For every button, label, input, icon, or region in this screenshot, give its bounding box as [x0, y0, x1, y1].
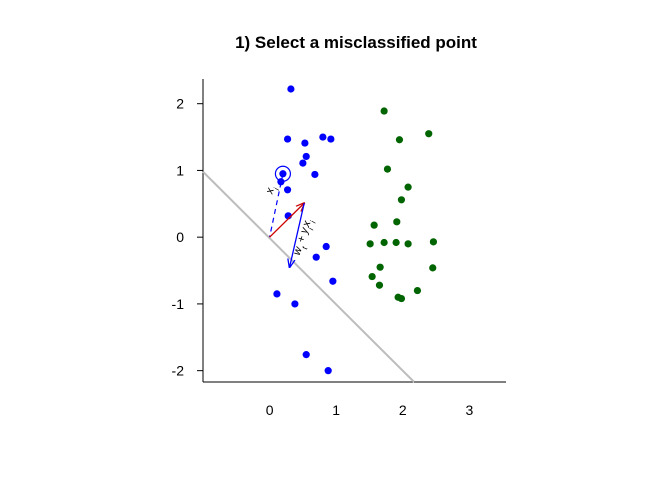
y-tick-label: -2 — [172, 363, 185, 379]
boundary-line — [202, 171, 415, 383]
green-data-point — [380, 107, 388, 115]
green-data-point — [370, 221, 378, 229]
data-points — [273, 85, 438, 375]
chart-title: 1) Select a misclassified point — [235, 33, 477, 52]
update-vectors — [269, 173, 305, 267]
green-data-point — [395, 136, 404, 144]
x-tick-label: 0 — [266, 402, 274, 418]
blue-data-point — [302, 152, 310, 161]
blue-data-point — [299, 159, 307, 167]
green-data-point — [413, 286, 422, 295]
green-data-point — [392, 238, 400, 247]
x-tick-label: 2 — [399, 402, 407, 418]
blue-data-point — [319, 133, 327, 141]
green-data-point — [375, 281, 384, 289]
label-subscript: i — [308, 219, 317, 224]
blue-data-point — [301, 139, 309, 147]
y-tick-label: 0 — [176, 229, 184, 245]
green-data-point — [366, 240, 374, 248]
green-data-point — [383, 165, 392, 173]
y-tick-label: 1 — [176, 162, 184, 178]
decision-boundary-line — [202, 171, 415, 383]
blue-data-point — [283, 186, 292, 194]
blue-data-point — [312, 253, 320, 261]
dashed-xi-segment — [269, 173, 284, 238]
misclassified-point-ring — [274, 165, 292, 182]
y-tick-label: 2 — [176, 96, 184, 112]
green-data-point — [429, 238, 438, 246]
blue-data-point — [273, 290, 281, 298]
x-tick-label: 3 — [465, 402, 473, 418]
blue-data-point — [283, 135, 292, 143]
label-subscript: t — [300, 245, 309, 251]
green-data-point — [425, 130, 433, 138]
label-text: + y — [294, 225, 311, 247]
green-data-point — [393, 218, 401, 226]
blue-data-point — [327, 135, 335, 143]
blue-data-point — [279, 170, 287, 178]
vector-label: wt + yixi — [291, 217, 317, 257]
blue-data-point — [329, 277, 337, 285]
blue-data-point — [291, 300, 299, 308]
green-data-point — [376, 263, 384, 271]
green-data-point — [429, 264, 437, 272]
green-data-point — [404, 240, 412, 248]
green-data-point — [397, 294, 406, 303]
blue-data-point — [302, 351, 310, 359]
vector-label: xi — [263, 185, 280, 198]
green-data-point — [368, 272, 376, 281]
label-text: x — [263, 186, 277, 196]
blue-data-point — [311, 170, 319, 179]
green-data-point — [404, 183, 412, 191]
blue-data-point — [322, 242, 330, 251]
blue-data-point — [324, 367, 332, 375]
label-text: x — [300, 219, 314, 229]
x-tick-label: 1 — [332, 402, 340, 418]
label-subscript: i — [306, 226, 315, 231]
y-tick-label: -1 — [172, 296, 185, 312]
update-vector-arrow — [290, 202, 305, 267]
green-data-point — [380, 238, 388, 247]
blue-data-point — [287, 85, 295, 93]
w-vector-arrow — [269, 203, 305, 238]
axes: -2 -1 0 1 2 0 1 2 3 — [172, 79, 506, 418]
label-subscript: i — [272, 187, 281, 192]
green-data-point — [397, 196, 406, 204]
